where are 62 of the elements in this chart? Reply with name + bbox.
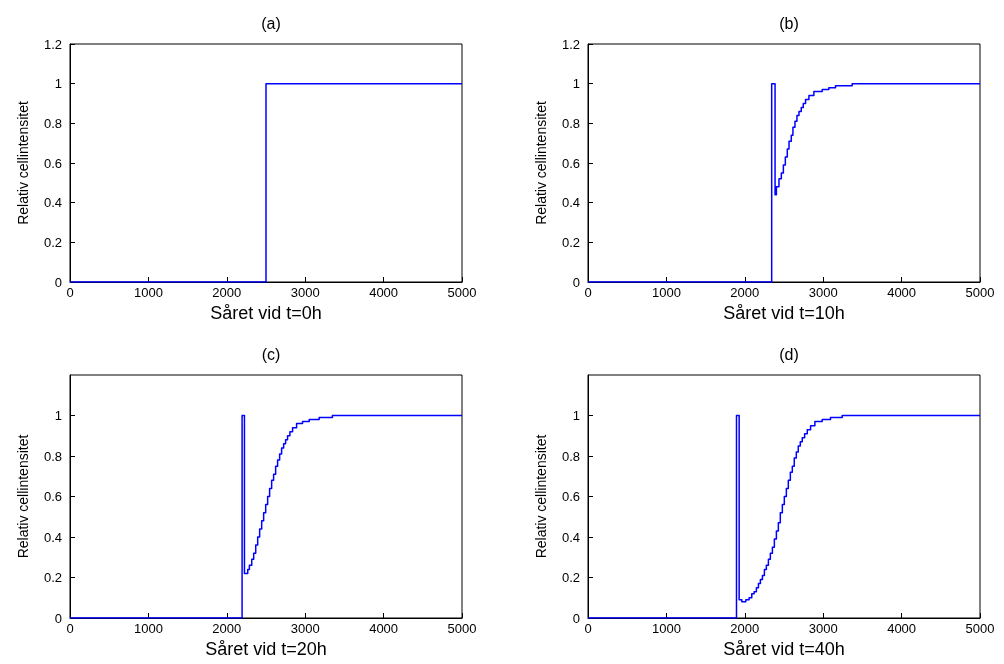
x-tick-label: 2000	[212, 285, 242, 300]
y-tick-label: 0.6	[43, 489, 62, 504]
x-axis-title: Såret vid t=0h	[210, 303, 322, 323]
x-tick-label: 2000	[212, 621, 242, 636]
x-tick-label: 1000	[651, 285, 681, 300]
x-axis-title: Såret vid t=20h	[205, 639, 327, 659]
y-tick-label: 0.2	[43, 234, 62, 250]
y-tick-label: 0	[572, 274, 580, 290]
y-tick-label: 0.6	[561, 489, 580, 504]
x-tick-label: 4000	[887, 621, 917, 636]
x-tick-label: 3000	[808, 621, 838, 636]
y-tick-label: 1.2	[561, 36, 580, 52]
x-axis-title: Såret vid t=10h	[723, 303, 845, 323]
x-tick-label: 5000	[447, 621, 477, 636]
x-tick-label: 4000	[369, 621, 399, 636]
y-tick-label: 0.6	[561, 155, 580, 171]
x-tick-label: 1000	[133, 285, 163, 300]
y-axis-title: Relativ cellintensitet	[533, 434, 549, 559]
x-tick-label: 4000	[887, 285, 917, 300]
y-axis-title: Relativ cellintensitet	[533, 101, 549, 225]
y-tick-label: 0	[54, 610, 62, 626]
y-tick-label: 0.4	[561, 195, 580, 211]
x-tick-label: 3000	[290, 621, 320, 636]
chart-title: (d)	[779, 345, 799, 363]
x-tick-label: 2000	[730, 285, 760, 300]
y-tick-label: 0.8	[43, 115, 62, 131]
y-tick-label: 0.8	[561, 448, 580, 464]
x-tick-label: 5000	[965, 621, 995, 636]
chart-title: (c)	[261, 345, 281, 363]
y-tick-label: 0.2	[561, 570, 580, 585]
chart-title: (a)	[261, 14, 281, 32]
x-tick-label: 0	[66, 621, 74, 636]
y-tick-label: 0.2	[43, 570, 62, 585]
y-tick-label: 0.4	[561, 529, 580, 545]
x-tick-label: 1000	[651, 621, 681, 636]
y-tick-label: 1.2	[43, 36, 62, 52]
x-tick-label: 3000	[290, 285, 320, 300]
x-tick-label: 0	[66, 285, 74, 300]
y-tick-label: 0.4	[43, 529, 62, 545]
y-tick-label: 0	[572, 610, 580, 626]
x-tick-label: 4000	[369, 285, 399, 300]
y-axis-title: Relativ cellintensitet	[15, 101, 31, 225]
x-tick-label: 5000	[965, 285, 995, 300]
y-tick-label: 0.8	[43, 448, 62, 464]
y-tick-label: 0.4	[43, 195, 62, 211]
y-tick-label: 0.8	[561, 115, 580, 131]
y-tick-label: 1	[54, 76, 62, 92]
x-tick-label: 0	[584, 285, 592, 300]
x-tick-label: 1000	[133, 621, 163, 636]
y-tick-label: 1	[572, 408, 580, 423]
y-axis-title: Relativ cellintensitet	[15, 434, 31, 559]
x-tick-label: 3000	[808, 285, 838, 300]
y-tick-label: 1	[54, 408, 62, 423]
y-tick-label: 0.6	[43, 155, 62, 171]
x-tick-label: 2000	[730, 621, 760, 636]
x-tick-label: 0	[584, 621, 592, 636]
x-axis-title: Såret vid t=40h	[723, 639, 845, 659]
y-tick-label: 1	[572, 76, 580, 92]
y-tick-label: 0	[54, 274, 62, 290]
x-tick-label: 5000	[447, 285, 477, 300]
y-tick-label: 0.2	[561, 234, 580, 250]
chart-title: (b)	[779, 14, 799, 32]
